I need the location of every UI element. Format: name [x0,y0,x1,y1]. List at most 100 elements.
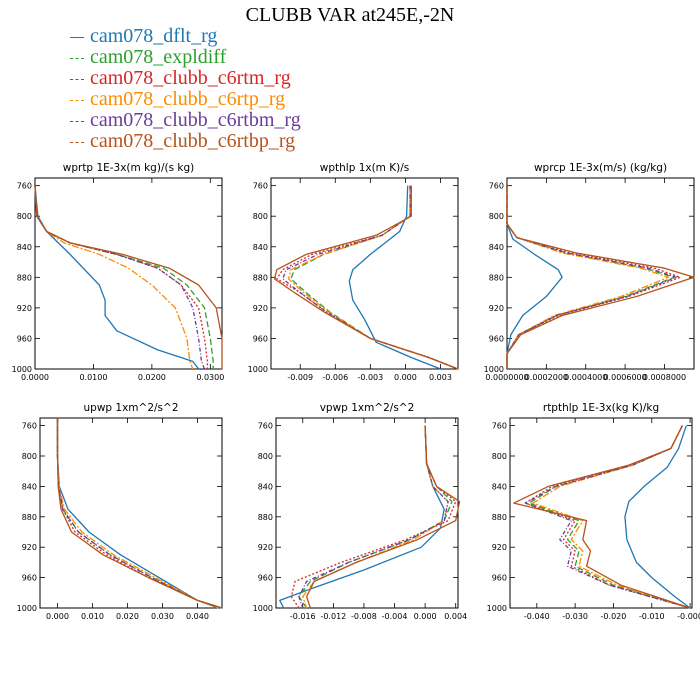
series-line [34,185,209,369]
series-line [506,185,563,369]
series-line [528,425,691,609]
series-line [506,185,681,369]
y-tick-label: 920 [258,543,273,552]
x-tick-label: 0.000 [46,612,69,621]
y-tick-label: 840 [492,482,507,491]
y-tick-label: 800 [22,452,37,461]
legend-item: cam078_clubb_c6rtbm_rg [70,110,301,131]
x-tick-label: 0.020 [116,612,139,621]
legend-label: cam078_clubb_c6rtbp_rg [90,130,296,152]
y-tick-label: 920 [17,304,32,313]
x-tick-label: 0.000 [394,373,417,382]
y-tick-label: 960 [253,334,268,343]
series-line [513,425,691,609]
y-tick-label: 1000 [487,604,507,613]
series-line [56,418,223,609]
plot-frame [34,177,223,370]
plot-frame [275,417,459,609]
y-tick-label: 800 [253,212,268,221]
series-line [298,425,453,609]
y-tick-label: 1000 [253,604,273,613]
y-tick-label: 920 [253,304,268,313]
x-tick-label: 0.0000000 [485,373,528,382]
y-tick-label: 840 [17,243,32,252]
y-tick-label: 1000 [248,365,268,374]
figure-title: CLUBB VAR at245E,-2N [245,4,455,26]
legend-swatch [70,57,84,59]
plot-frame [270,177,459,370]
series-line [506,185,675,369]
y-tick-label: 920 [489,304,504,313]
series-line [290,425,457,609]
x-tick-label: 0.0300 [196,373,224,382]
series-line [34,185,200,370]
legend-swatch [70,78,84,80]
y-tick-label: 840 [258,482,273,491]
series-line [279,425,445,609]
y-tick-label: 840 [489,243,504,252]
y-tick-label: 960 [258,574,273,583]
y-tick-label: 1000 [484,365,504,374]
legend-label: cam078_clubb_c6rtm_rg [90,67,291,89]
legend-label: cam078_clubb_c6rtbm_rg [90,109,301,131]
series-line [56,418,219,609]
series-line [34,185,206,370]
x-tick-label: 0.0200 [138,373,166,382]
plot-frame [509,417,693,609]
series-line [524,425,691,609]
y-tick-label: 840 [22,482,37,491]
y-tick-label: 880 [489,273,504,282]
x-tick-label: 0.030 [151,612,174,621]
series-line [506,185,677,369]
plot-frame [506,177,695,370]
x-tick-label: -0.040 [524,612,550,621]
y-tick-label: 800 [489,212,504,221]
series-line [56,418,223,609]
x-tick-label: -0.010 [639,612,665,621]
y-tick-label: 800 [17,212,32,221]
y-tick-label: 880 [253,273,268,282]
series-line [34,185,223,369]
y-tick-label: 960 [17,334,32,343]
y-tick-label: 1000 [17,604,37,613]
y-tick-label: 920 [22,543,37,552]
series-line [532,425,691,609]
series-line [348,185,441,370]
series-line [506,185,670,369]
x-tick-label: -0.003 [357,373,383,382]
panel-title: wpthlp 1x(m K)/s [320,162,410,174]
y-tick-label: 840 [253,243,268,252]
legend-item: cam078_clubb_c6rtp_rg [70,89,301,110]
y-tick-label: 880 [17,273,32,282]
x-tick-label: -0.006 [322,373,348,382]
series-line [282,185,459,370]
y-tick-label: 760 [489,182,504,191]
series-line [287,185,459,370]
x-tick-label: 0.0004000 [564,373,607,382]
y-tick-label: 760 [22,422,37,431]
series-line [273,185,459,370]
x-tick-label: -0.000 [677,612,700,621]
y-tick-label: 760 [17,182,32,191]
y-tick-label: 800 [258,452,273,461]
y-tick-label: 880 [258,513,273,522]
legend-label: cam078_dflt_rg [90,25,218,47]
y-tick-label: 760 [492,422,507,431]
legend-label: cam078_expldiff [90,46,227,68]
x-tick-label: 0.003 [429,373,452,382]
x-tick-label: -0.020 [601,612,627,621]
x-tick-label: -0.012 [320,612,346,621]
x-tick-label: -0.004 [382,612,408,621]
x-tick-label: -0.016 [290,612,316,621]
series-line [506,185,695,369]
series-line [56,418,223,609]
x-tick-label: -0.009 [287,373,313,382]
legend-swatch [70,36,84,38]
legend: cam078_dflt_rg cam078_expldiff cam078_club… [70,26,301,152]
x-tick-label: 0.0100 [79,373,107,382]
y-tick-label: 960 [489,334,504,343]
series-line [305,425,461,609]
plot-frame [39,417,223,609]
x-tick-label: 0.000 [414,612,437,621]
